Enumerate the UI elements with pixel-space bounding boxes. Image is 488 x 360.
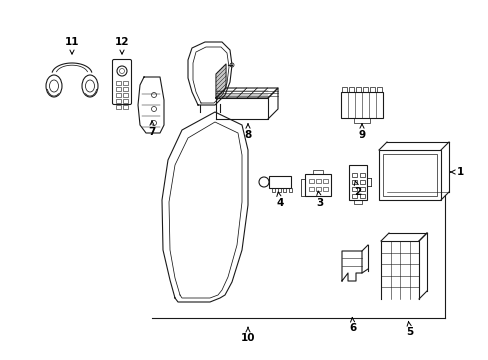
Bar [355, 87, 360, 92]
Bar [340, 92, 382, 118]
Bar [351, 194, 356, 198]
Bar [123, 87, 128, 91]
Bar [308, 179, 313, 183]
Bar [123, 105, 128, 109]
Bar [348, 165, 366, 199]
Bar [123, 81, 128, 85]
Bar [353, 199, 361, 203]
Bar [116, 99, 121, 103]
Bar [341, 87, 346, 92]
Text: 4: 4 [276, 192, 283, 208]
Bar [315, 179, 320, 183]
Bar [312, 170, 323, 174]
Bar [116, 105, 121, 109]
Bar [351, 180, 356, 184]
Bar [308, 187, 313, 191]
Bar [322, 187, 327, 191]
Text: 9: 9 [358, 124, 365, 140]
Bar [382, 154, 436, 196]
Bar [376, 87, 381, 92]
Text: 5: 5 [406, 321, 413, 337]
Text: 3: 3 [316, 191, 323, 208]
Text: 2: 2 [353, 181, 361, 197]
Bar [315, 187, 320, 191]
Bar [353, 118, 369, 123]
Text: 12: 12 [115, 37, 129, 54]
Bar [369, 87, 374, 92]
Bar [351, 186, 356, 190]
Bar [116, 87, 121, 91]
Text: 8: 8 [244, 124, 251, 140]
Bar [378, 150, 440, 200]
Text: 7: 7 [148, 121, 155, 137]
Text: 6: 6 [348, 318, 356, 333]
Bar [268, 176, 290, 188]
Text: 11: 11 [64, 37, 79, 54]
Bar [359, 194, 364, 198]
Bar [359, 172, 364, 176]
Bar [362, 87, 367, 92]
Bar [359, 186, 364, 190]
Bar [348, 87, 353, 92]
Text: 1: 1 [450, 167, 463, 177]
Bar [305, 174, 330, 196]
Bar [123, 93, 128, 97]
Bar [123, 99, 128, 103]
Bar [359, 180, 364, 184]
Bar [116, 81, 121, 85]
Bar [351, 172, 356, 176]
Text: 10: 10 [240, 327, 255, 343]
Bar [116, 93, 121, 97]
Bar [322, 179, 327, 183]
